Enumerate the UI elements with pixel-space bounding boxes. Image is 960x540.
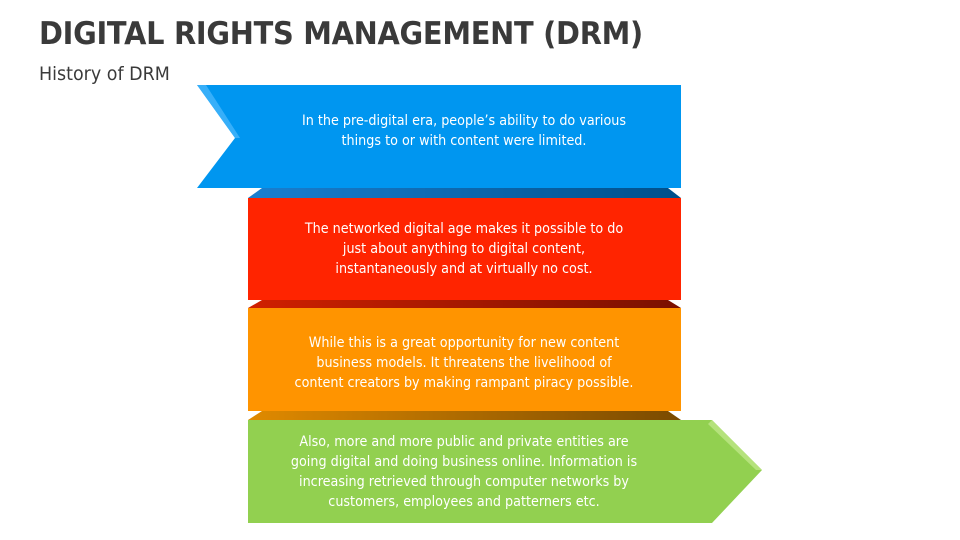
- step-4-arrow-highlight: [708, 420, 762, 470]
- step-1-notch-highlight: [197, 85, 240, 138]
- step-2-banner: [248, 198, 681, 300]
- text-line: business models. It threatens the liveli…: [316, 355, 612, 371]
- fold-orange-green: [248, 411, 681, 420]
- text-line: customers, employees and patterners etc.: [328, 494, 600, 510]
- step-1-text: In the pre-digital era, people’s ability…: [264, 111, 664, 151]
- fold-blue-red: [248, 188, 681, 198]
- step-4-text: Also, more and more public and private e…: [264, 432, 664, 512]
- text-line: The networked digital age makes it possi…: [304, 221, 624, 237]
- text-line: just about anything to digital content,: [342, 241, 586, 257]
- fold-red-orange: [248, 300, 681, 308]
- text-line: content creators by making rampant pirac…: [294, 375, 634, 391]
- text-line: increasing retrieved through computer ne…: [299, 474, 629, 490]
- text-line: instantaneously and at virtually no cost…: [335, 261, 593, 277]
- step-2-text: The networked digital age makes it possi…: [264, 219, 664, 279]
- page-subtitle: History of DRM: [39, 63, 170, 85]
- text-line: While this is a great opportunity for ne…: [308, 335, 620, 351]
- step-1-banner: [197, 85, 681, 188]
- step-3-banner: [248, 308, 681, 411]
- text-line: going digital and doing business online.…: [290, 454, 638, 470]
- step-3-text: While this is a great opportunity for ne…: [264, 333, 664, 393]
- text-line: In the pre-digital era, people’s ability…: [301, 113, 627, 129]
- text-line: things to or with content were limited.: [341, 133, 587, 149]
- step-4-banner: [248, 420, 762, 523]
- text-line: Also, more and more public and private e…: [299, 434, 629, 450]
- page-title: DIGITAL RIGHTS MANAGEMENT (DRM): [39, 16, 643, 52]
